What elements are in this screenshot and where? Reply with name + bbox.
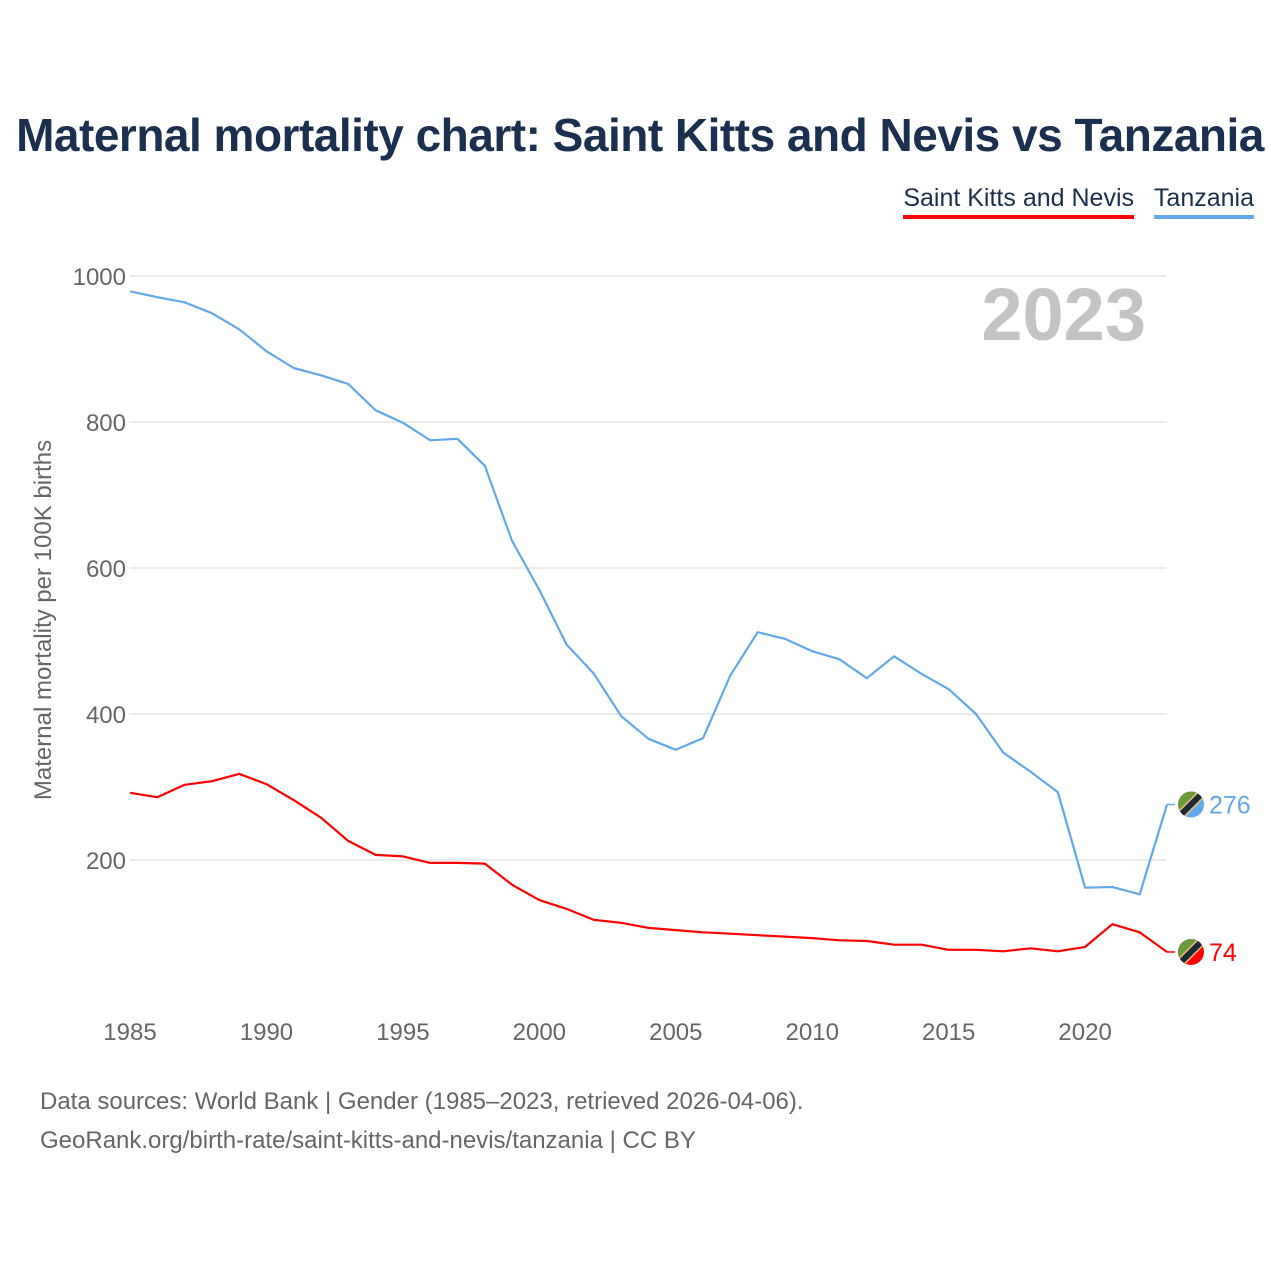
y-tick-label: 1000: [73, 264, 126, 291]
flag-icon: [1178, 791, 1204, 818]
x-tick-label: 2020: [1058, 1019, 1111, 1046]
series-line-saint-kitts-and-nevis: [129, 772, 1168, 953]
x-tick-label: 2005: [649, 1019, 702, 1046]
y-tick-label: 600: [86, 556, 126, 583]
end-value-label: 74: [1209, 939, 1237, 967]
flag-icon: [1178, 938, 1204, 965]
x-tick-label: 1985: [103, 1019, 156, 1046]
year-label: 2023: [981, 273, 1146, 356]
series-line-tanzania: [129, 290, 1169, 896]
x-tick-label: 2015: [922, 1019, 975, 1046]
y-tick-label: 800: [86, 410, 126, 437]
y-axis-label: Maternal mortality per 100K births: [30, 440, 57, 800]
end-value-label: 276: [1209, 792, 1251, 820]
x-tick-label: 1995: [376, 1019, 429, 1046]
y-tick-label: 400: [86, 702, 126, 729]
x-tick-label: 2010: [786, 1019, 839, 1046]
legend-saint-kitts-and-nevis[interactable]: Saint Kitts and Nevis: [903, 184, 1134, 219]
chart-title: Maternal mortality chart: Saint Kitts an…: [16, 109, 1264, 161]
source-link[interactable]: GeoRank.org/birth-rate/saint-kitts-and-n…: [40, 1127, 696, 1154]
legend-tanzania[interactable]: Tanzania: [1153, 184, 1254, 219]
x-tick-label: 2000: [513, 1019, 566, 1046]
y-tick-label: 200: [86, 848, 126, 875]
x-tick-label: 1990: [240, 1019, 293, 1046]
source-note: Data sources: World Bank | Gender (1985–…: [40, 1088, 804, 1115]
